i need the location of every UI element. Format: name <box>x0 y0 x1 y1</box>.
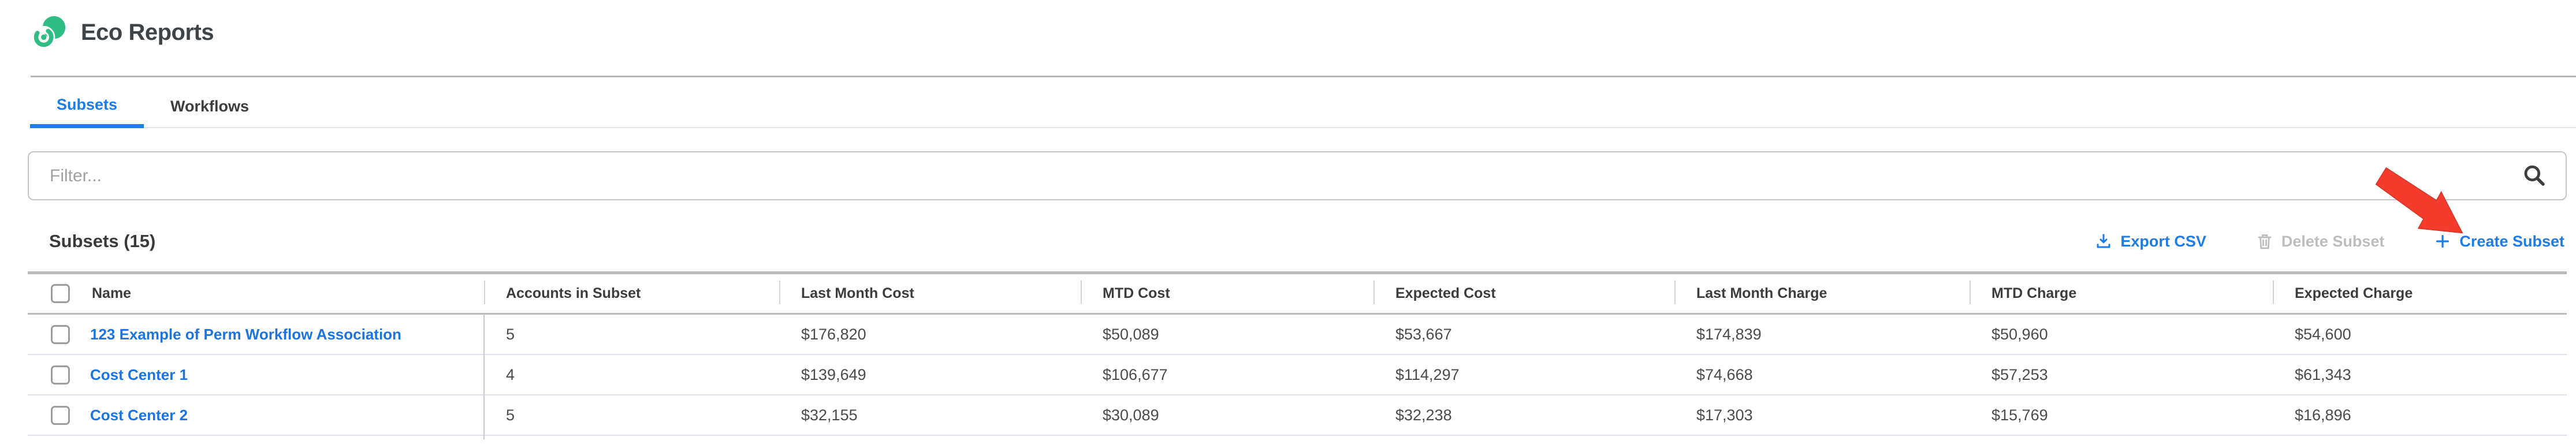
page-title: Eco Reports <box>81 19 214 45</box>
cell-expected-cost: $32,238 <box>1395 406 1452 424</box>
export-csv-button[interactable]: Export CSV <box>2095 233 2206 251</box>
cell-accounts: 5 <box>506 325 515 343</box>
cell-last-month-charge: $74,668 <box>1696 365 1753 383</box>
cell-accounts: 5 <box>506 406 515 424</box>
table-row: Cost Center 1 4 $139,649 $106,677 $114,2… <box>28 355 2567 395</box>
toolbar-actions: Export CSV Delete Subset Create Subset <box>2095 233 2564 251</box>
table-header-row: Name Accounts in Subset Last Month Cost … <box>28 271 2567 315</box>
column-header-mtd-cost: MTD Cost <box>1081 274 1373 313</box>
column-header-last-month-charge: Last Month Charge <box>1674 274 1970 313</box>
cell-last-month-cost: $176,820 <box>801 325 866 343</box>
cell-mtd-cost: $30,089 <box>1103 406 1159 424</box>
eco-swirl-logo-icon <box>32 16 66 49</box>
table-body: 123 Example of Perm Workflow Association… <box>28 315 2567 439</box>
cell-last-month-cost: $32,155 <box>801 406 858 424</box>
subset-name-link[interactable]: Cost Center 2 <box>90 406 188 424</box>
cell-name: 123 Example of Perm Workflow Association <box>28 324 484 344</box>
cell-expected-cost: $53,667 <box>1395 325 1452 343</box>
column-header-name: Name <box>28 274 484 313</box>
cell-accounts: 4 <box>506 365 515 383</box>
create-subset-button[interactable]: Create Subset <box>2434 233 2564 251</box>
subsets-toolbar: Subsets (15) Export CSV Delete Subset Cr… <box>49 227 2564 256</box>
row-checkbox[interactable] <box>51 365 70 384</box>
column-header-expected-cost: Expected Cost <box>1373 274 1674 313</box>
header-divider <box>31 76 2576 77</box>
delete-subset-button[interactable]: Delete Subset <box>2256 232 2385 251</box>
export-csv-label: Export CSV <box>2120 232 2206 250</box>
row-checkbox[interactable] <box>51 405 70 425</box>
app-header: Eco Reports <box>32 0 214 65</box>
select-all-checkbox[interactable] <box>51 284 70 303</box>
cell-name: Cost Center 2 <box>28 405 484 425</box>
column-header-expected-charge: Expected Charge <box>2273 274 2567 313</box>
cell-mtd-charge: $50,960 <box>1991 325 2048 343</box>
tab-bar: Subsets Workflows <box>30 85 2576 128</box>
column-header-accounts: Accounts in Subset <box>484 274 779 313</box>
download-icon <box>2097 234 2110 248</box>
cell-expected-charge: $54,600 <box>2295 325 2351 343</box>
subset-name-link[interactable]: Cost Center 1 <box>90 365 188 383</box>
cell-mtd-charge: $57,253 <box>1991 365 2048 383</box>
table-row: 123 Example of Perm Workflow Association… <box>28 315 2567 355</box>
column-header-name-label: Name <box>92 285 132 301</box>
column-header-last-month-cost: Last Month Cost <box>779 274 1081 313</box>
cell-name: Cost Center 1 <box>28 365 484 384</box>
column-header-mtd-charge: MTD Charge <box>1970 274 2273 313</box>
row-checkbox[interactable] <box>51 324 70 344</box>
plus-icon <box>2436 235 2450 248</box>
filter-bar <box>28 151 2567 200</box>
subsets-count-heading: Subsets (15) <box>49 231 156 251</box>
cell-last-month-charge: $174,839 <box>1696 325 1762 343</box>
trash-icon <box>2258 234 2272 249</box>
cell-mtd-cost: $106,677 <box>1103 365 1168 383</box>
cell-last-month-charge: $17,303 <box>1696 406 1753 424</box>
cell-expected-charge: $61,343 <box>2295 365 2351 383</box>
subset-name-link[interactable]: 123 Example of Perm Workflow Association <box>90 325 401 343</box>
tab-workflows[interactable]: Workflows <box>170 97 250 115</box>
cell-mtd-charge: $15,769 <box>1991 406 2048 424</box>
delete-subset-label: Delete Subset <box>2281 232 2385 250</box>
filter-input[interactable] <box>28 151 2567 200</box>
cell-expected-charge: $16,896 <box>2295 406 2351 424</box>
table-row: Cost Center 2 5 $32,155 $30,089 $32,238 … <box>28 395 2567 436</box>
tab-subsets[interactable]: Subsets <box>30 85 144 128</box>
search-icon <box>2524 165 2545 186</box>
create-subset-label: Create Subset <box>2459 232 2564 250</box>
cell-expected-cost: $114,297 <box>1395 365 1460 383</box>
subsets-table: Name Accounts in Subset Last Month Cost … <box>28 271 2567 439</box>
cell-mtd-cost: $50,089 <box>1103 325 1159 343</box>
cell-last-month-cost: $139,649 <box>801 365 866 383</box>
